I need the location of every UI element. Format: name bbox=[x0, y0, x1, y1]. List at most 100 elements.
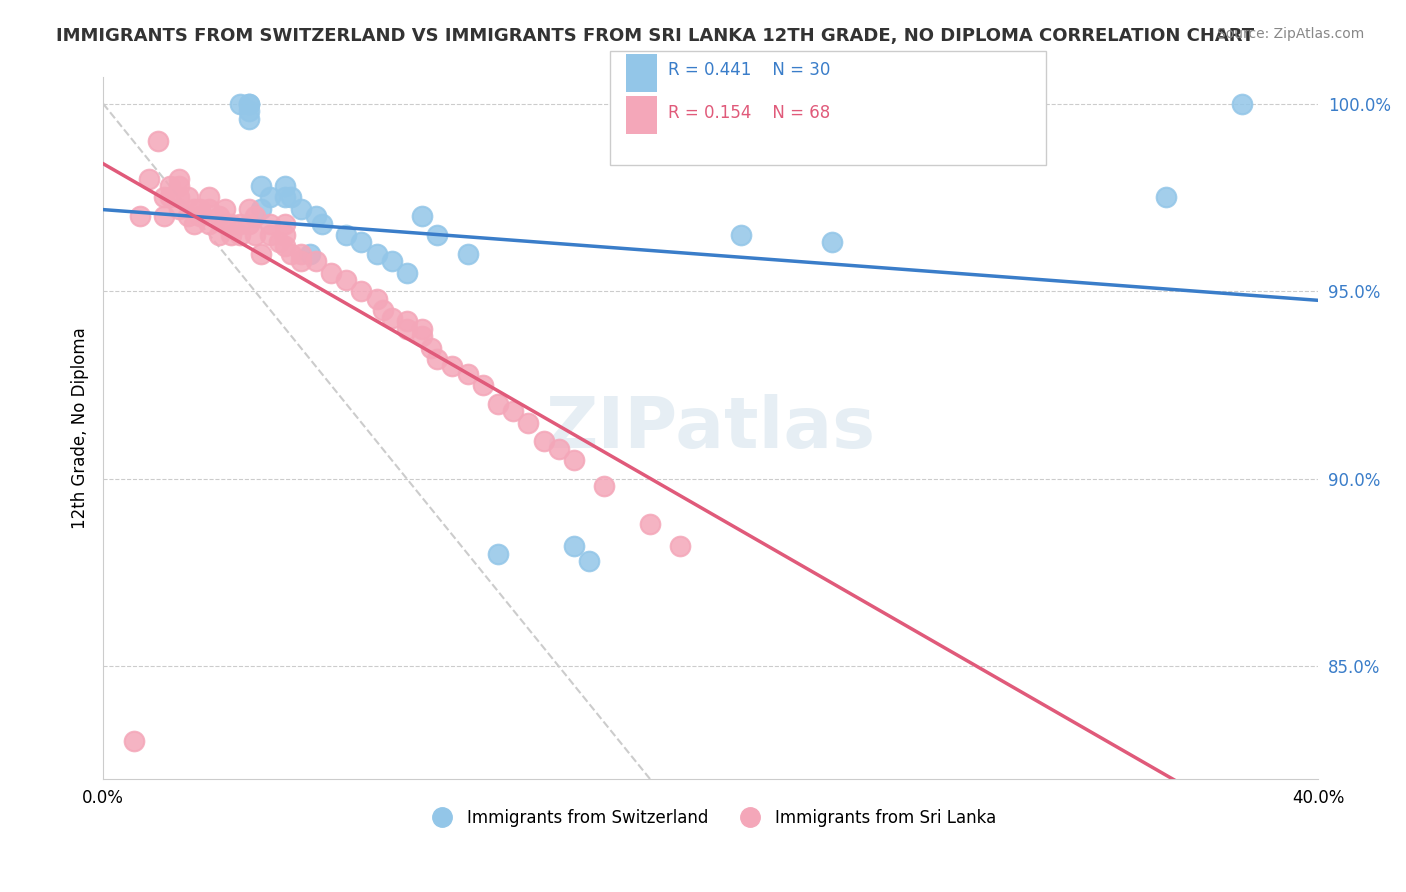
Point bbox=[411, 209, 433, 223]
Point bbox=[533, 434, 555, 449]
Point bbox=[517, 416, 540, 430]
Point bbox=[311, 217, 333, 231]
Point bbox=[219, 217, 242, 231]
Point bbox=[243, 227, 266, 242]
Point bbox=[238, 217, 260, 231]
Point bbox=[290, 202, 312, 216]
Point bbox=[593, 479, 616, 493]
Point bbox=[290, 246, 312, 260]
Point bbox=[471, 378, 494, 392]
Point bbox=[562, 539, 585, 553]
Point bbox=[198, 190, 221, 204]
Point bbox=[274, 179, 297, 194]
Point bbox=[298, 246, 321, 260]
Point bbox=[159, 190, 181, 204]
Point bbox=[821, 235, 844, 250]
Text: ZIPatlas: ZIPatlas bbox=[546, 393, 876, 463]
Point bbox=[207, 209, 229, 223]
Point bbox=[1232, 96, 1254, 111]
Point bbox=[280, 246, 302, 260]
Point bbox=[395, 314, 418, 328]
Point bbox=[259, 227, 281, 242]
Point bbox=[426, 227, 449, 242]
Point bbox=[395, 265, 418, 279]
Point bbox=[153, 190, 176, 204]
Point bbox=[269, 235, 291, 250]
Point bbox=[1156, 190, 1178, 204]
Legend: Immigrants from Switzerland, Immigrants from Sri Lanka: Immigrants from Switzerland, Immigrants … bbox=[419, 803, 1002, 834]
Point bbox=[280, 190, 302, 204]
Text: R = 0.441    N = 30: R = 0.441 N = 30 bbox=[668, 61, 830, 78]
Point bbox=[366, 246, 388, 260]
Point bbox=[188, 209, 211, 223]
Point bbox=[219, 227, 242, 242]
Point bbox=[562, 453, 585, 467]
Point bbox=[122, 734, 145, 748]
Point bbox=[319, 265, 342, 279]
Point bbox=[167, 171, 190, 186]
Point bbox=[153, 209, 176, 223]
Point bbox=[441, 359, 464, 374]
Point bbox=[381, 254, 404, 268]
Point bbox=[238, 96, 260, 111]
Point bbox=[274, 190, 297, 204]
Point bbox=[243, 209, 266, 223]
Point bbox=[229, 227, 252, 242]
Point bbox=[250, 202, 273, 216]
Point bbox=[183, 202, 205, 216]
Point bbox=[188, 202, 211, 216]
Point bbox=[167, 202, 190, 216]
Point bbox=[274, 217, 297, 231]
Point bbox=[159, 179, 181, 194]
Point bbox=[250, 246, 273, 260]
Point bbox=[177, 190, 200, 204]
Point bbox=[183, 217, 205, 231]
Point bbox=[420, 341, 443, 355]
Point bbox=[214, 202, 236, 216]
Point bbox=[638, 516, 661, 531]
Point bbox=[335, 273, 357, 287]
Point bbox=[207, 227, 229, 242]
Point bbox=[259, 190, 281, 204]
Point bbox=[138, 171, 160, 186]
Point bbox=[350, 285, 373, 299]
Point bbox=[669, 539, 692, 553]
Point bbox=[229, 217, 252, 231]
Point bbox=[371, 303, 394, 318]
Point bbox=[381, 310, 404, 325]
Point bbox=[411, 329, 433, 343]
Point bbox=[290, 254, 312, 268]
Point bbox=[305, 254, 328, 268]
Text: Source: ZipAtlas.com: Source: ZipAtlas.com bbox=[1216, 27, 1364, 41]
Point bbox=[259, 217, 281, 231]
Point bbox=[411, 322, 433, 336]
Point bbox=[229, 96, 252, 111]
Point bbox=[167, 179, 190, 194]
Point bbox=[238, 96, 260, 111]
Point bbox=[128, 209, 150, 223]
Point bbox=[486, 547, 509, 561]
Point bbox=[486, 397, 509, 411]
Point bbox=[578, 554, 600, 568]
Point bbox=[547, 442, 569, 456]
Point bbox=[350, 235, 373, 250]
Point bbox=[274, 227, 297, 242]
Point bbox=[426, 351, 449, 366]
Point bbox=[198, 217, 221, 231]
Point bbox=[177, 209, 200, 223]
Point bbox=[457, 367, 479, 381]
Point bbox=[238, 202, 260, 216]
Text: IMMIGRANTS FROM SWITZERLAND VS IMMIGRANTS FROM SRI LANKA 12TH GRADE, NO DIPLOMA : IMMIGRANTS FROM SWITZERLAND VS IMMIGRANT… bbox=[56, 27, 1254, 45]
Point bbox=[366, 292, 388, 306]
Point bbox=[214, 217, 236, 231]
Point bbox=[502, 404, 524, 418]
Point bbox=[167, 190, 190, 204]
Point bbox=[238, 104, 260, 119]
Point bbox=[305, 209, 328, 223]
Point bbox=[457, 246, 479, 260]
Point bbox=[198, 202, 221, 216]
Point bbox=[238, 112, 260, 126]
Text: R = 0.154    N = 68: R = 0.154 N = 68 bbox=[668, 104, 830, 122]
Point bbox=[335, 227, 357, 242]
Y-axis label: 12th Grade, No Diploma: 12th Grade, No Diploma bbox=[72, 327, 89, 529]
